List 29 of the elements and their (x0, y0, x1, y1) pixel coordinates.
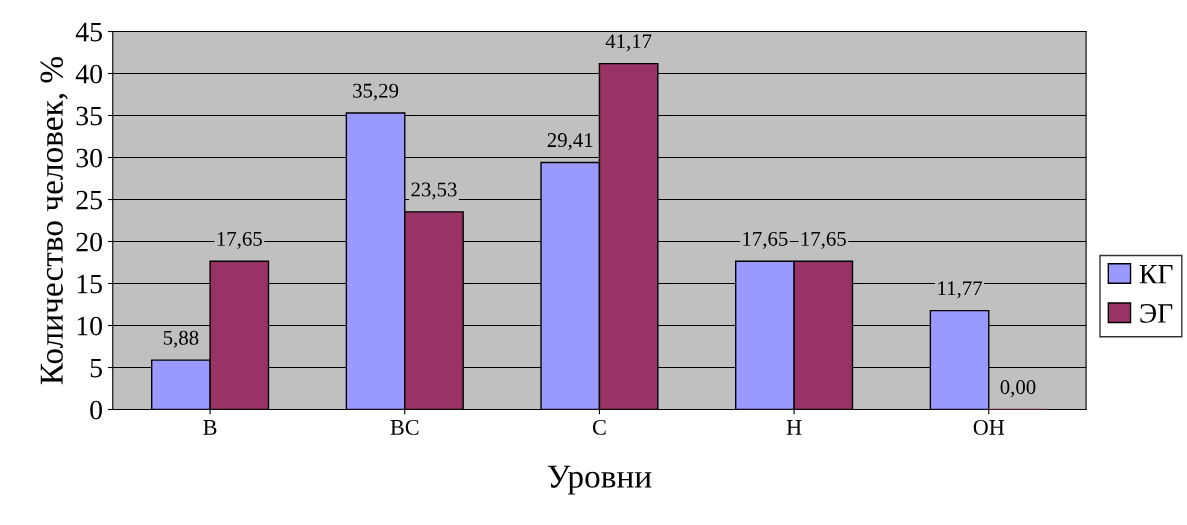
data-label: 17,65 (217, 231, 262, 249)
x-tick-label: Н (786, 420, 802, 435)
data-label: 35,29 (353, 83, 399, 101)
y-tick-label: 5 (90, 358, 102, 378)
data-label: 17,65 (801, 231, 846, 249)
x-tick-label: В (203, 420, 217, 435)
x-tick-label: ВС (390, 419, 419, 435)
y-tick-label: 25 (76, 190, 102, 210)
y-axis-title: Количество человек, % (40, 56, 68, 385)
data-label: 0,00 (1000, 380, 1036, 398)
data-label: 23,53 (411, 182, 457, 200)
legend-label: КГ (1139, 265, 1173, 284)
y-tick-label: 15 (77, 274, 102, 294)
x-tick-label: ОН (973, 419, 1005, 435)
x-tick-label: С (592, 419, 606, 435)
data-label: 41,17 (605, 34, 652, 52)
data-label: 29,41 (547, 133, 593, 151)
y-tick-label: 40 (75, 64, 102, 84)
y-tick-label: 35 (76, 106, 102, 126)
y-tick-label: 30 (76, 148, 102, 168)
y-tick-label: 0 (90, 400, 102, 420)
y-tick-label: 20 (76, 232, 102, 252)
x-axis-title: Уровни (547, 465, 652, 495)
legend-label: ЭГ (1140, 304, 1173, 323)
data-label: 11,77 (938, 281, 983, 299)
data-label: 5,88 (163, 330, 199, 348)
y-tick-label: 45 (75, 22, 102, 42)
data-label: 17,65 (743, 231, 788, 249)
y-tick-label: 10 (77, 316, 102, 336)
